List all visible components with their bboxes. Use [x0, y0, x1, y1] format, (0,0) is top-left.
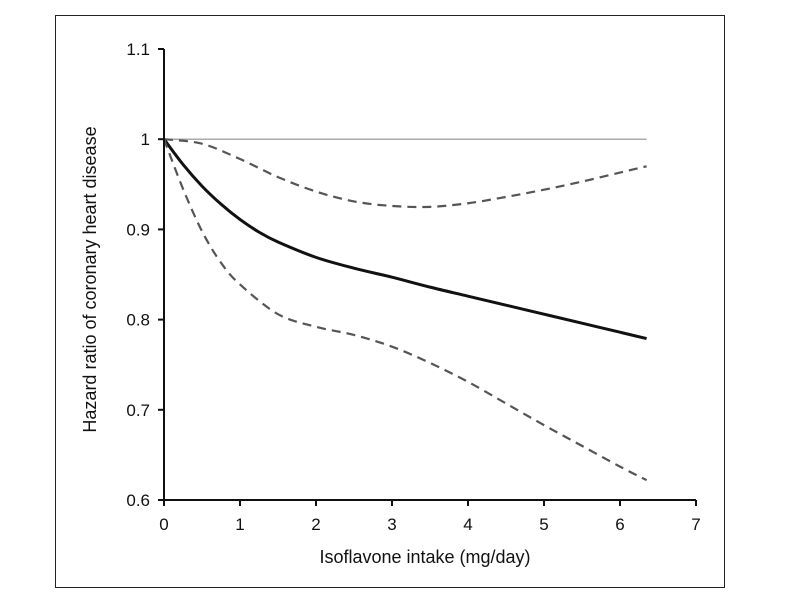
series-line-upper-ci — [163, 138, 647, 209]
x-tick-label: 2 — [311, 515, 320, 534]
series-line-estimate — [162, 138, 647, 341]
line-chart: 0 1 2 3 4 5 6 7 0.6 0.7 0.8 0.9 1 1.1 Isoflavone inta… — [80, 40, 701, 567]
y-tick-label: 0.6 — [126, 491, 150, 510]
y-tick-label: 0.7 — [126, 401, 150, 420]
x-tick-label: 3 — [387, 515, 396, 534]
y-tick-label: 0.8 — [126, 311, 150, 330]
y-tick-label: 1.1 — [126, 40, 150, 59]
x-tick-label: 0 — [159, 515, 168, 534]
y-axis-title: Hazard ratio of coronary heart disease — [80, 126, 100, 432]
y-tick-label: 0.9 — [126, 220, 150, 239]
x-tick-label: 4 — [463, 515, 472, 534]
x-tick-label: 1 — [235, 515, 244, 534]
x-axis-title: Isoflavone intake (mg/day) — [319, 547, 530, 567]
chart-frame: 0 1 2 3 4 5 6 7 0.6 0.7 0.8 0.9 1 1.1 Isoflavone inta… — [55, 15, 725, 588]
x-tick-label: 7 — [691, 515, 700, 534]
y-tick-label: 1 — [141, 130, 150, 149]
series-line-lower-ci — [162, 138, 648, 482]
x-tick-label: 6 — [615, 515, 624, 534]
x-tick-label: 5 — [539, 515, 548, 534]
